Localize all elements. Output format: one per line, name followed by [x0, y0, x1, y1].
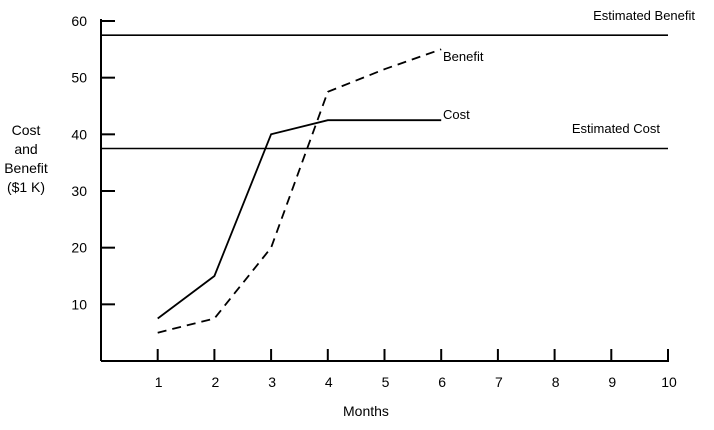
- y-tick-label: 20: [71, 240, 87, 256]
- y-axis-label-line: and: [14, 141, 38, 157]
- axes: [100, 19, 669, 362]
- benefit-series-label: Benefit: [443, 49, 484, 64]
- x-tick-label: 10: [661, 374, 677, 390]
- x-tick-label: 4: [325, 374, 333, 390]
- reference-lines: [101, 34, 668, 150]
- y-axis-label-line: Benefit: [4, 160, 48, 176]
- x-tick-label: 7: [495, 374, 503, 390]
- y-axis-label-line: Cost: [11, 122, 41, 138]
- x-axis-label: Months: [343, 403, 389, 419]
- x-tick-label: 3: [268, 374, 276, 390]
- y-tick-label: 50: [71, 70, 87, 86]
- x-tick-label: 2: [212, 374, 220, 390]
- x-tick-label: 9: [608, 374, 616, 390]
- series-lines: [157, 48, 442, 334]
- y-tick-label: 40: [71, 126, 87, 142]
- y-tick-label: 30: [71, 183, 87, 199]
- x-tick-label: 6: [438, 374, 446, 390]
- y-axis-label: Cost and Benefit ($1 K): [2, 121, 50, 197]
- estimated-benefit-label: Estimated Benefit: [593, 8, 695, 23]
- y-axis-label-line: ($1 K): [6, 179, 46, 195]
- x-tick-label: 1: [155, 374, 163, 390]
- y-tick-label: 60: [71, 13, 87, 29]
- x-tick-label: 8: [552, 374, 560, 390]
- x-tick-label: 5: [382, 374, 390, 390]
- estimated-cost-label: Estimated Cost: [571, 121, 660, 136]
- y-tick-label: 10: [71, 296, 87, 312]
- tick-labels: 10 20 30 40 50 60 1 2 3 4 5 6 7 8 9 10: [71, 13, 677, 390]
- cost-series-line: [157, 119, 442, 320]
- cost-series-label: Cost: [443, 107, 470, 122]
- benefit-series-line: [157, 48, 442, 334]
